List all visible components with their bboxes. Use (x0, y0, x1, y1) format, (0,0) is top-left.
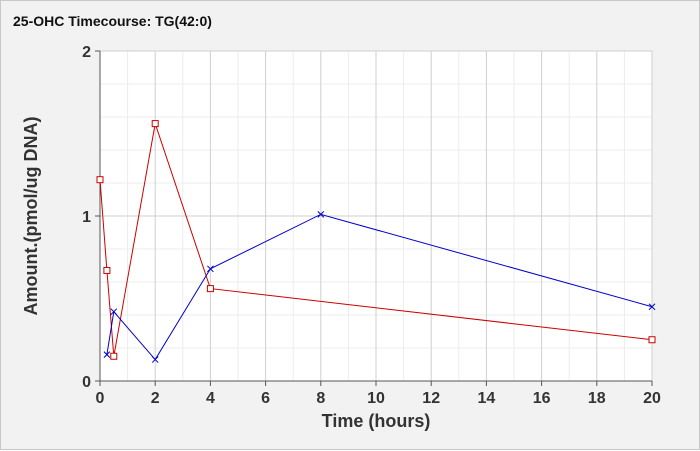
x-tick-label: 18 (588, 390, 606, 407)
series-1 (96, 120, 656, 360)
series (96, 120, 656, 363)
data-point-square (151, 120, 159, 128)
x-tick-label: 12 (422, 390, 440, 407)
x-tick-label: 10 (367, 390, 385, 407)
y-tick-label: 2 (82, 44, 91, 61)
data-point-square (648, 336, 656, 344)
data-point-x (648, 303, 656, 311)
x-tick-label: 16 (533, 390, 551, 407)
grid (100, 50, 653, 381)
data-point-x (317, 210, 325, 218)
x-tick-label: 6 (261, 390, 270, 407)
data-point-square (110, 352, 118, 360)
series-line (106, 213, 653, 361)
y-tick-label: 1 (82, 209, 91, 226)
y-tick-label: 0 (82, 374, 91, 391)
data-point-x (151, 356, 159, 363)
x-tick-label: 14 (478, 390, 496, 407)
x-axis-label: Time (hours) (322, 411, 431, 431)
data-point-x (110, 308, 118, 316)
data-point-square (206, 285, 214, 293)
x-tick-label: 2 (151, 390, 160, 407)
data-point-square (103, 266, 111, 274)
series-2 (103, 210, 656, 363)
x-tick-label: 0 (96, 390, 105, 407)
data-point-x (103, 351, 111, 358)
series-line (99, 123, 653, 357)
y-axis-label: Amount.(pmol/ug DNA) (21, 117, 41, 316)
data-point-square (96, 176, 104, 184)
data-point-x (207, 265, 214, 273)
x-tick-label: 8 (316, 390, 325, 407)
chart-title: 25-OHC Timecourse: TG(42:0) (13, 13, 212, 29)
x-tick-label: 20 (643, 390, 661, 407)
x-tick-label: 4 (206, 390, 215, 407)
